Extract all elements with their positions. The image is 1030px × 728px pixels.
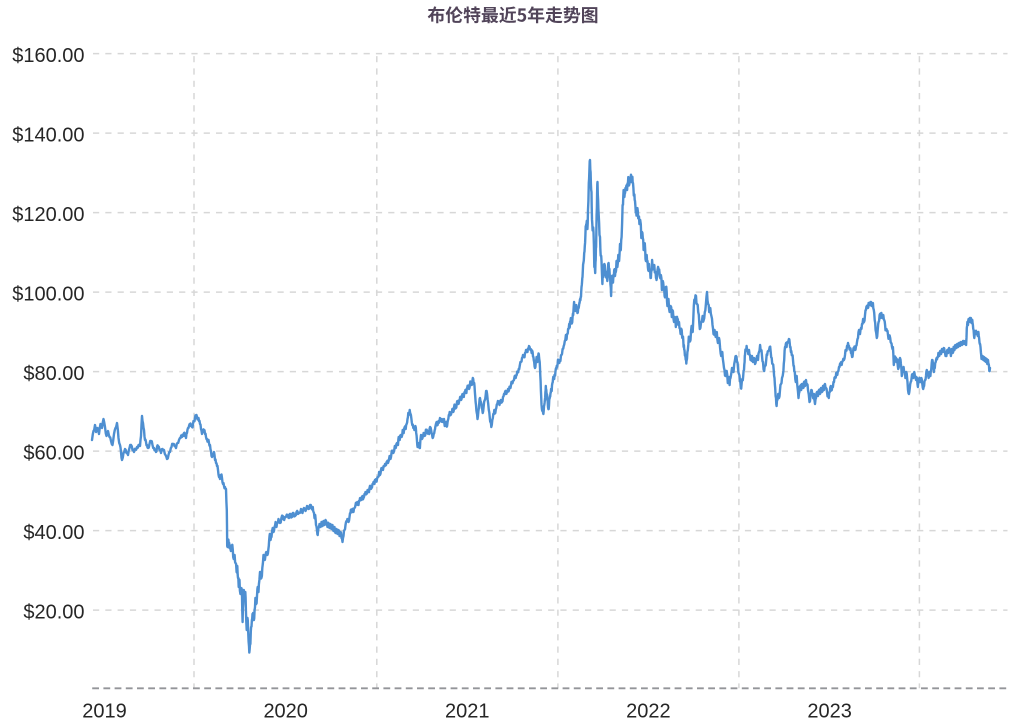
svg-text:$120.00: $120.00 — [12, 204, 84, 226]
svg-text:2022: 2022 — [626, 701, 671, 723]
svg-text:$160.00: $160.00 — [12, 45, 84, 67]
svg-text:2023: 2023 — [807, 701, 852, 723]
svg-text:$40.00: $40.00 — [23, 522, 84, 544]
svg-text:2020: 2020 — [263, 701, 308, 723]
svg-text:2021: 2021 — [445, 701, 490, 723]
svg-text:$20.00: $20.00 — [23, 602, 84, 624]
svg-text:$60.00: $60.00 — [23, 443, 84, 465]
svg-text:$140.00: $140.00 — [12, 125, 84, 147]
svg-text:2019: 2019 — [82, 701, 127, 723]
svg-text:$100.00: $100.00 — [12, 284, 84, 306]
svg-text:$80.00: $80.00 — [23, 363, 84, 385]
